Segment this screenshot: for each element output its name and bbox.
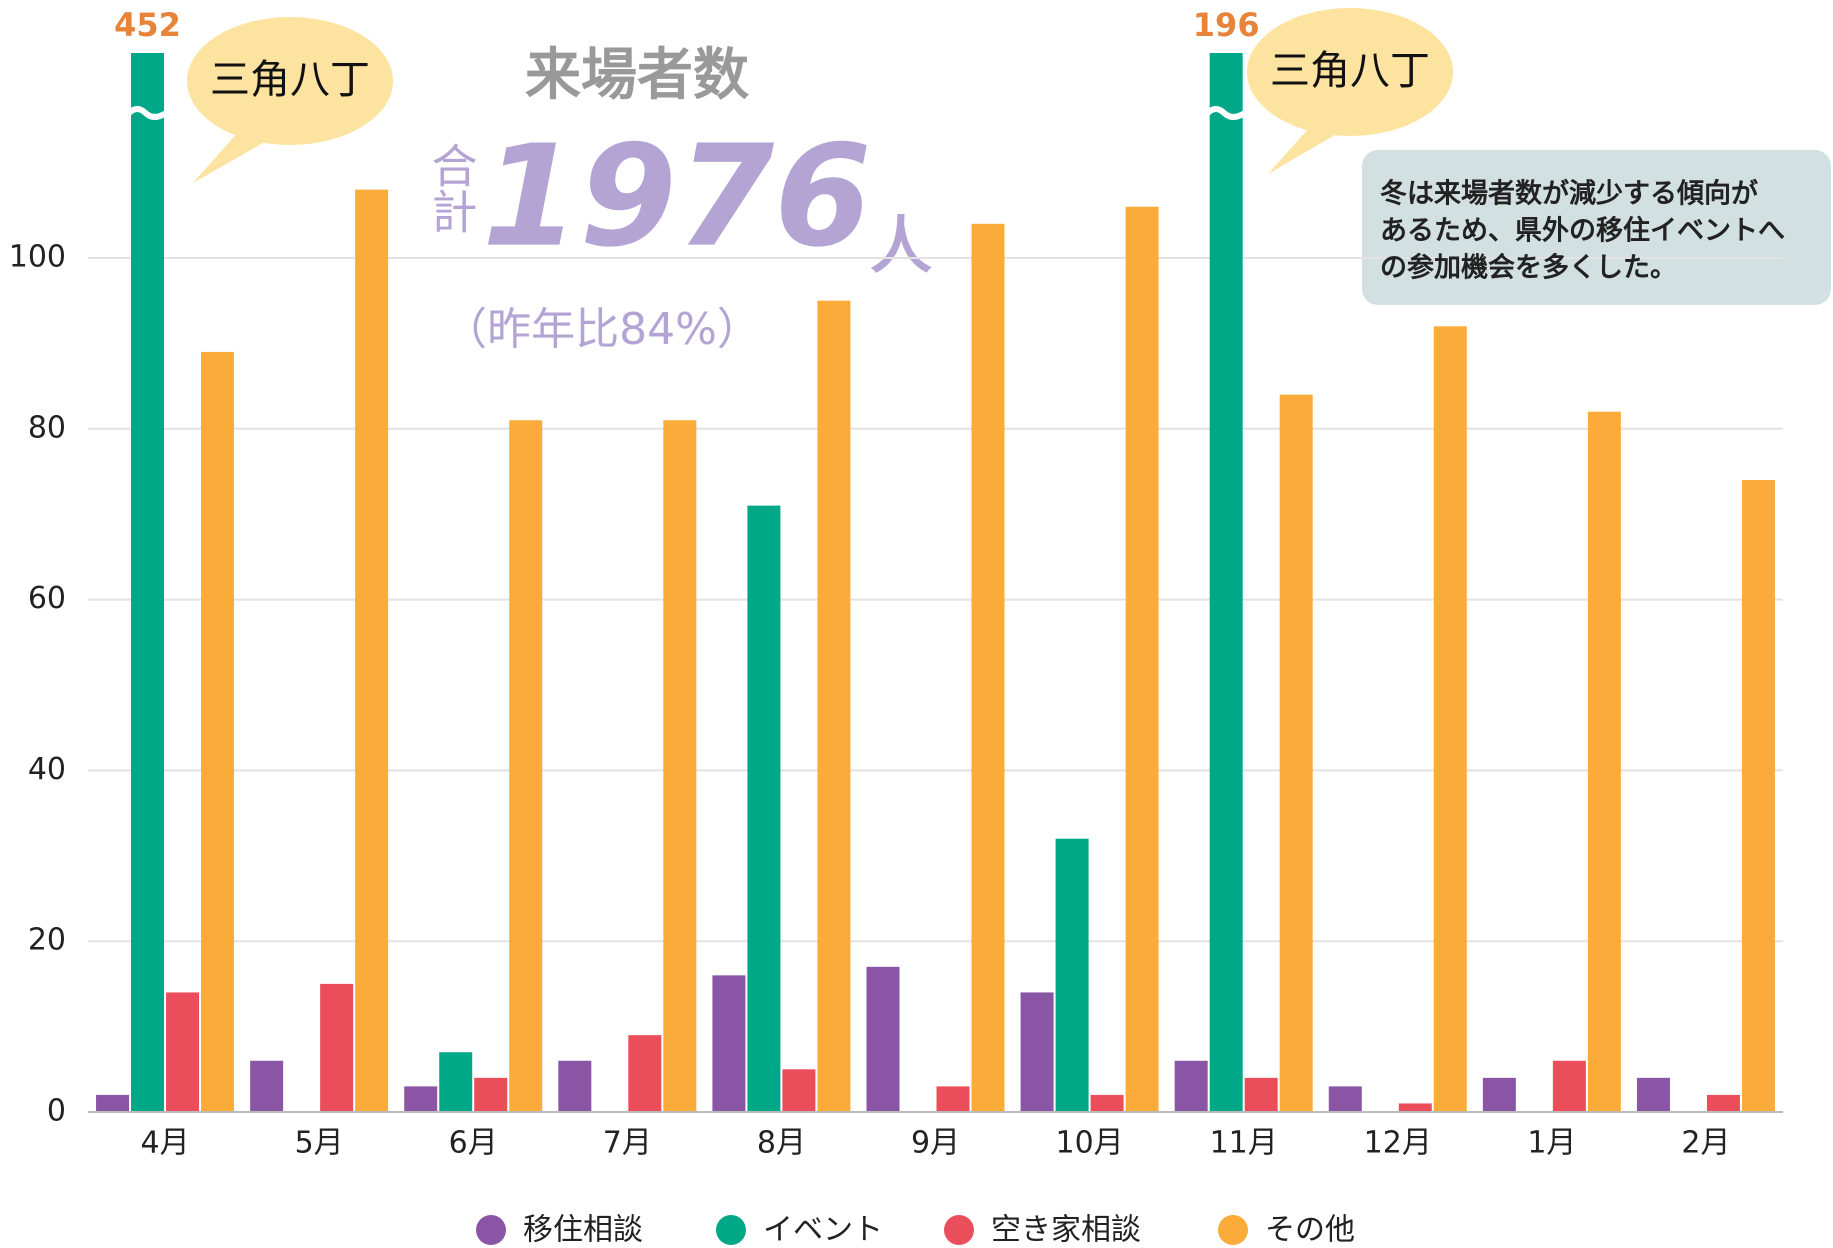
total-unit: 人 <box>870 209 932 282</box>
bar <box>1398 1103 1432 1112</box>
x-tick-label: 10月 <box>1055 1126 1123 1161</box>
axis-break <box>126 106 168 120</box>
bar <box>747 505 781 1112</box>
bar <box>1279 394 1313 1112</box>
bar <box>1706 1094 1740 1112</box>
bar <box>250 1060 284 1112</box>
x-tick-label: 2月 <box>1681 1126 1730 1161</box>
bar <box>1125 206 1159 1112</box>
bar <box>628 1035 662 1112</box>
bar <box>1209 53 1243 1112</box>
y-tick-label: 100 <box>9 239 66 274</box>
y-tick-label: 40 <box>28 752 66 787</box>
bar <box>509 420 543 1112</box>
legend-label: 移住相談 <box>523 1213 643 1248</box>
callout-text: 三角八丁 <box>210 57 370 103</box>
total-label: 合計 <box>425 142 479 234</box>
x-tick-label: 9月 <box>911 1126 960 1161</box>
bar <box>1433 326 1467 1113</box>
y-tick-label: 0 <box>47 1094 66 1129</box>
data-label: 452 <box>114 6 181 44</box>
bar <box>355 189 389 1113</box>
bar <box>1552 1060 1586 1112</box>
y-tick-label: 20 <box>28 923 66 958</box>
total-value: 1976 <box>482 116 872 279</box>
x-tick-label: 5月 <box>295 1126 344 1161</box>
axis-break <box>1205 106 1247 120</box>
bar <box>1055 838 1089 1112</box>
bar <box>439 1052 473 1112</box>
total-note: （昨年比84%） <box>443 304 761 355</box>
x-tick-label: 6月 <box>449 1126 498 1161</box>
bar <box>1020 992 1054 1112</box>
callout: 三角八丁 <box>187 17 393 183</box>
bar <box>712 975 746 1112</box>
bar <box>1741 480 1775 1113</box>
bar <box>1174 1060 1208 1112</box>
x-tick-label: 4月 <box>140 1126 189 1161</box>
bar <box>782 1069 816 1112</box>
bar <box>1636 1077 1670 1112</box>
bar <box>1587 411 1621 1112</box>
bar <box>166 992 200 1112</box>
data-label: 196 <box>1193 6 1260 44</box>
bar <box>936 1086 970 1112</box>
bar <box>1482 1077 1516 1112</box>
x-tick-label: 11月 <box>1210 1126 1278 1161</box>
bar <box>1328 1086 1362 1112</box>
bar <box>96 1094 130 1112</box>
bar <box>131 53 165 1112</box>
legend-marker <box>476 1215 506 1245</box>
note-text: の参加機会を多くした。 <box>1380 252 1677 284</box>
bar <box>1090 1094 1124 1112</box>
bar <box>1244 1077 1278 1112</box>
note-box <box>1362 150 1831 305</box>
legend-marker <box>716 1215 746 1245</box>
bar <box>320 983 354 1112</box>
legend-marker <box>944 1215 974 1245</box>
callout: 三角八丁 <box>1247 8 1453 174</box>
bar <box>866 966 900 1112</box>
legend-label: イベント <box>763 1213 883 1248</box>
legend-label: 空き家相談 <box>991 1213 1141 1248</box>
bar <box>474 1077 508 1112</box>
y-tick-label: 80 <box>28 410 66 445</box>
y-tick-label: 60 <box>28 581 66 616</box>
bar <box>558 1060 592 1112</box>
legend-label: その他 <box>1265 1213 1355 1248</box>
x-tick-label: 12月 <box>1364 1126 1432 1161</box>
bar <box>404 1086 438 1112</box>
note-text: 冬は来場者数が減少する傾向が <box>1380 178 1758 210</box>
x-tick-label: 1月 <box>1527 1126 1576 1161</box>
callout-text: 三角八丁 <box>1270 48 1430 94</box>
x-tick-label: 8月 <box>757 1126 806 1161</box>
bar <box>201 351 235 1113</box>
note-text: あるため、県外の移住イベントへ <box>1380 215 1785 247</box>
bar <box>971 223 1005 1112</box>
x-tick-label: 7月 <box>603 1126 652 1161</box>
bar <box>663 420 697 1112</box>
chart-title: 来場者数 <box>525 43 749 108</box>
legend-marker <box>1218 1215 1248 1245</box>
bar <box>817 300 851 1113</box>
